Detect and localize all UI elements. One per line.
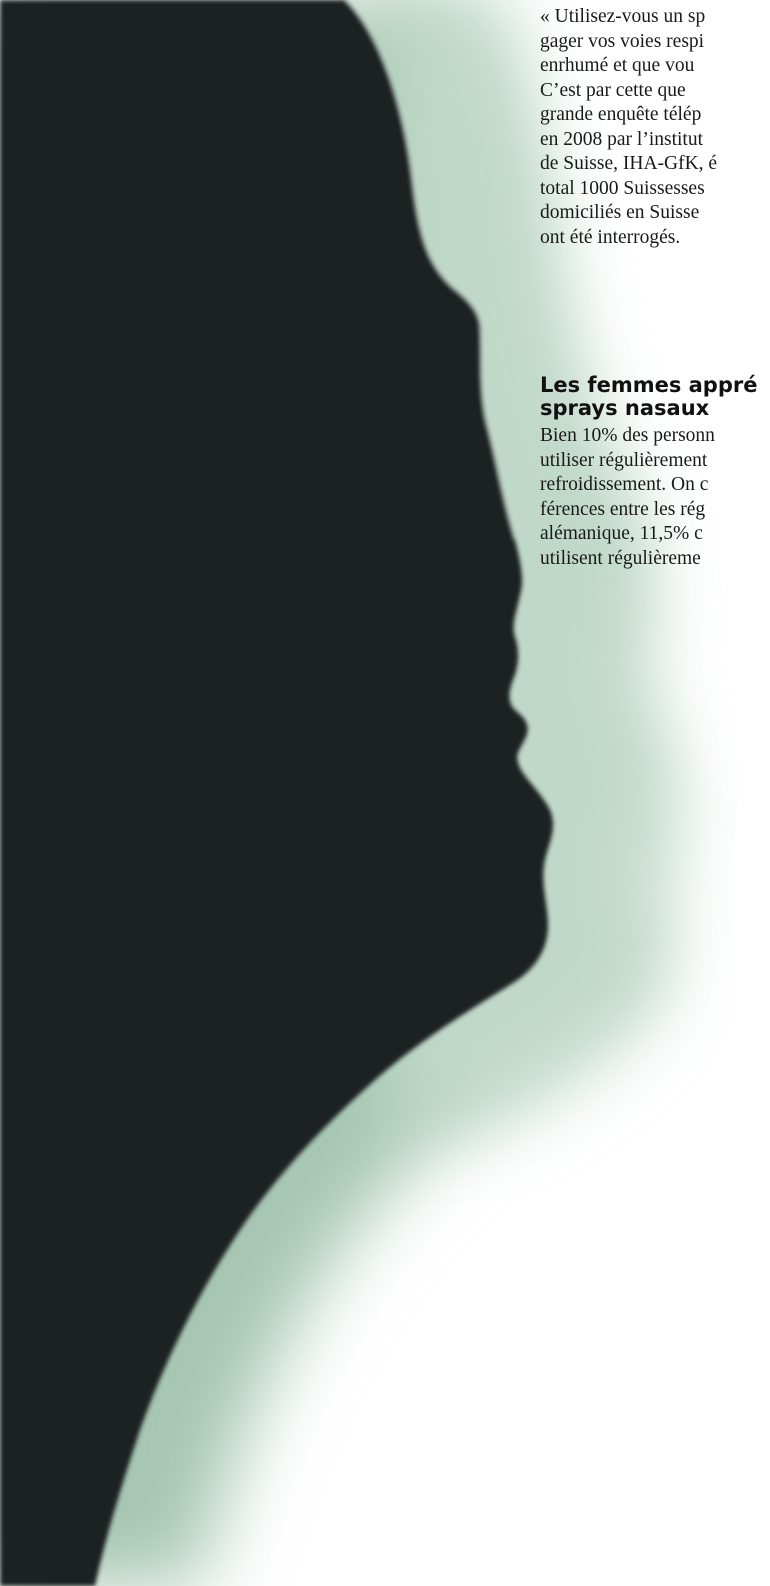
section-heading: Les femmes appré sprays nasaux	[540, 374, 757, 420]
body-line: alémanique, 11,5% c	[540, 523, 703, 544]
intro-line: total 1000 Suissesses	[540, 177, 705, 199]
heading-line: Les femmes appré	[540, 373, 758, 397]
body-paragraph: Bien 10% des personn utiliser régulièrem…	[540, 424, 715, 571]
body-line: Bien 10% des personn	[540, 425, 715, 446]
body-line: refroidissement. On c	[540, 474, 709, 495]
intro-line: C’est par cette que	[540, 79, 686, 101]
intro-paragraph: « Utilisez-vous un sp gager vos voies re…	[540, 5, 717, 250]
body-line: férences entre les rég	[540, 498, 706, 520]
heading-line: sprays nasaux	[540, 396, 710, 420]
intro-line: grande enquête télép	[540, 104, 702, 125]
intro-line: en 2008 par l’institut	[540, 128, 704, 150]
intro-line: gager vos voies respi	[540, 30, 705, 52]
intro-line: enrhumé et que vou	[540, 55, 695, 76]
intro-line: « Utilisez-vous un sp	[540, 6, 706, 27]
body-line: utilisent régulièreme	[540, 547, 701, 569]
intro-line: ont été interrogés.	[540, 226, 681, 248]
intro-line: de Suisse, IHA-GfK, é	[540, 153, 718, 174]
intro-line: domiciliés en Suisse	[540, 202, 700, 223]
body-line: utiliser régulièrement	[540, 449, 708, 471]
